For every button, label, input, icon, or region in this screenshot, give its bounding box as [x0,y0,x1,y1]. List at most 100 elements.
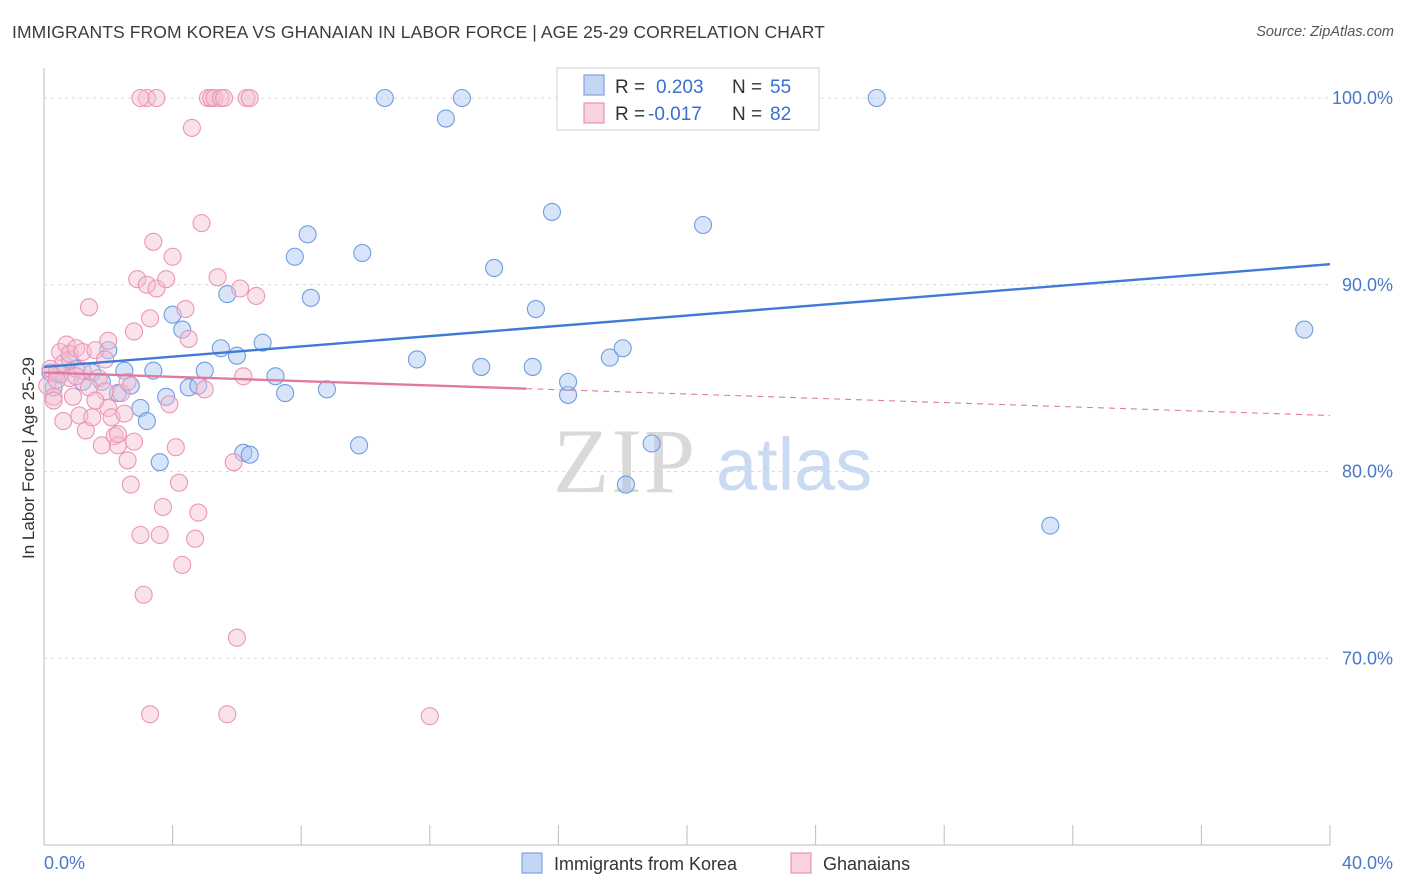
point-ghanaians-28 [128,270,147,289]
chart-source: Source: ZipAtlas.com [1256,24,1394,40]
trend-lines [43,263,1331,417]
point-ghanaians-75 [54,412,73,431]
bottom-legend-swatch-ghanaians [790,852,812,874]
x-tick-label-min: 0.0% [44,853,85,873]
legend-n-value-1: 55 [770,77,791,98]
point-korea-20 [195,361,214,380]
point-korea-42 [526,299,545,319]
point-ghanaians-48 [192,214,211,233]
point-ghanaians-44 [179,329,198,348]
point-korea-49 [642,434,661,453]
point-korea-12 [137,412,156,431]
point-korea-17 [173,320,192,339]
point-korea-34 [353,243,372,263]
point-korea-33 [350,436,369,455]
point-ghanaians-38 [160,395,179,414]
point-korea-11 [131,398,150,418]
bottom-legend-label-korea: Immigrants from Korea [554,854,738,874]
point-ghanaians-15 [86,341,105,360]
point-ghanaians-41 [169,473,189,492]
point-korea-37 [436,109,455,128]
point-ghanaians-67 [420,707,439,726]
legend-swatch-korea [583,74,605,96]
point-korea-36 [407,350,426,369]
point-ghanaians-72 [118,372,137,391]
y-tick-label-3: 100.0% [1332,88,1393,108]
point-ghanaians-26 [121,475,140,494]
point-ghanaians-17 [92,436,111,455]
point-korea-45 [558,372,578,391]
x-tick-label-max: 40.0% [1342,853,1393,873]
point-ghanaians-73 [147,88,166,108]
point-korea-43 [542,202,562,221]
legend-n-value-2: 82 [770,104,791,125]
point-ghanaians-58 [227,628,246,647]
point-korea-35 [375,88,394,108]
legend-box: R = 0.203 N = 55 R = -0.017 N = 82 [556,67,820,131]
point-ghanaians-37 [157,270,176,289]
point-korea-40 [485,258,504,278]
trend-line-korea [43,263,1331,369]
y-tick-label-1: 80.0% [1342,462,1393,482]
point-ghanaians-66 [131,88,150,108]
axes [43,68,1331,846]
trend-line-ghanaians-solid [43,371,527,390]
point-ghanaians-42 [173,555,192,574]
point-korea-50 [694,215,713,235]
point-ghanaians-56 [218,705,237,724]
point-ghanaians-25 [118,451,137,470]
point-korea-23 [227,346,246,365]
point-korea-26 [253,333,272,352]
point-ghanaians-40 [166,438,185,457]
point-korea-52 [1041,516,1060,535]
point-ghanaians-5 [54,354,73,373]
point-ghanaians-55 [214,88,234,108]
point-ghanaians-32 [141,309,160,328]
point-korea-41 [523,357,542,376]
legend-n-label-2: N = [732,104,762,125]
y-tick-label-2: 90.0% [1342,275,1393,295]
bottom-legend-label-ghanaians: Ghanaians [823,854,910,874]
point-ghanaians-31 [137,275,156,294]
point-ghanaians-27 [124,322,144,341]
point-ghanaians-78 [86,391,105,410]
chart-title: IMMIGRANTS FROM KOREA VS GHANAIAN IN LAB… [12,22,825,42]
point-ghanaians-52 [205,88,224,108]
point-ghanaians-80 [47,370,66,390]
point-ghanaians-79 [124,432,144,451]
point-korea-38 [452,88,472,108]
point-ghanaians-33 [144,232,163,251]
point-ghanaians-77 [99,331,118,350]
point-korea-53 [1295,320,1314,339]
point-ghanaians-12 [76,421,95,440]
point-ghanaians-57 [224,453,243,472]
point-ghanaians-45 [182,118,201,137]
point-ghanaians-43 [176,299,195,319]
point-ghanaians-81 [67,367,86,386]
point-korea-51 [867,88,886,108]
point-ghanaians-68 [79,378,99,397]
point-ghanaians-35 [150,525,169,545]
trend-line-ghanaians-dashed [526,388,1331,417]
point-korea-24 [234,443,253,462]
watermark-atlas: atlas [716,423,872,506]
point-ghanaians-60 [234,367,253,386]
legend-r-label-1: R = [615,77,645,98]
point-korea-46 [600,348,619,367]
point-ghanaians-8 [63,387,82,406]
legend-r-value-2: -0.017 [648,104,702,125]
point-ghanaians-65 [137,88,156,108]
point-korea-28 [276,384,295,403]
watermark: ZIP atlas [553,410,872,512]
point-ghanaians-14 [83,408,102,427]
bottom-legend: Immigrants from Korea Ghanaians [521,852,910,874]
point-ghanaians-71 [96,350,115,369]
point-korea-14 [150,453,169,472]
data-points [38,88,1314,726]
watermark-zip: ZIP [553,410,697,512]
point-korea-47 [613,339,632,358]
point-ghanaians-13 [79,298,99,317]
point-ghanaians-63 [247,286,266,306]
point-ghanaians-53 [208,268,227,287]
